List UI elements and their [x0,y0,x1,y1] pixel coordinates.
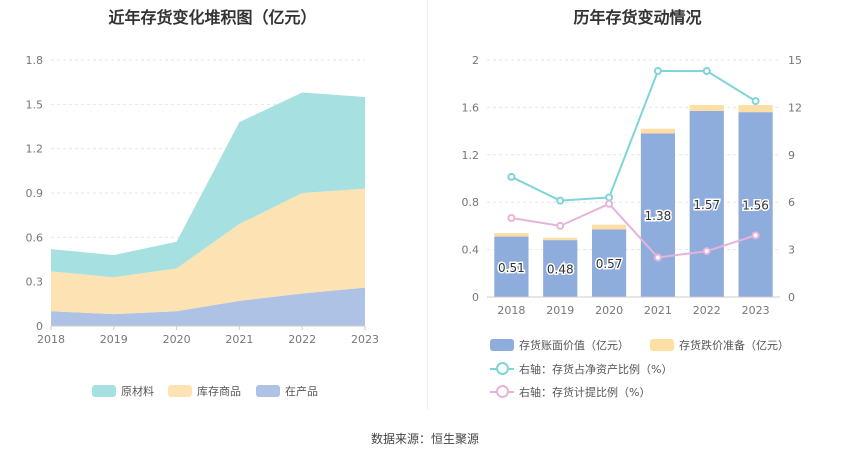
bar-book-value [543,240,578,297]
line-inventory-ratio [510,70,757,202]
left-y-tick-label: 1.2 [26,143,44,156]
bar-impairment [640,128,676,134]
left-x-tick-label: 2019 [100,333,128,346]
legend-item-book-value[interactable]: 存货账面价值（亿元） [490,337,629,353]
point-inventory-ratio [653,67,662,76]
left-y-tick-label: 0.6 [26,231,44,244]
area-wip [51,287,365,326]
left-x-tick-label: 2021 [225,333,253,346]
legend-label-finished-goods: 库存商品 [197,385,241,398]
left-x-tick-label: 2020 [163,333,191,346]
legend-item-raw-material[interactable]: 原材料 [92,383,154,399]
legend-swatch-book-value [490,339,514,351]
area-raw-material [51,92,365,278]
right-y2-tick-label: 15 [788,54,802,67]
bar-impairment [738,105,773,113]
right-y-tick-label: 0 [472,291,479,304]
right-y-tick-label: 1.2 [462,149,480,162]
left-y-tick-label: 0 [36,320,43,333]
legend-swatch-inventory-ratio [490,362,514,375]
left-x-tick-label: 2022 [288,333,316,346]
line-provision-ratio [511,202,756,259]
right-y2-tick-label: 6 [788,196,795,209]
left-y-tick-label: 0.9 [26,187,44,200]
point-provision-ratio [507,214,516,222]
bar-data-label: 0.51 [498,261,525,275]
point-provision-ratio [605,199,614,208]
legend-swatch-impairment [650,339,674,351]
legend-label-book-value: 存货账面价值（亿元） [519,339,629,352]
bar-book-value [494,236,529,297]
legend-item-finished-goods[interactable]: 库存商品 [168,383,241,399]
left-y-tick-label: 1.5 [26,98,44,111]
right-y-tick-label: 0.8 [462,196,480,209]
bar-book-value [591,229,627,297]
right-y-tick-label: 1.6 [462,101,480,114]
legend-item-inventory-ratio[interactable]: 右轴：存货占净资产比例（%） [490,361,672,377]
left-y-tick-label: 1.8 [26,54,44,67]
right-y-tick-label: 2 [472,54,479,67]
bar-book-value [738,112,773,297]
bar-data-label: 1.38 [645,209,672,223]
legend-item-impairment[interactable]: 存货跌价准备（亿元） [650,337,789,353]
right-x-tick-label: 2022 [693,304,721,317]
bar-data-label: 1.57 [693,198,720,212]
legend-label-raw-material: 原材料 [121,385,154,398]
legend-label-provision-ratio: 右轴：存货计提比例（%） [519,386,651,399]
point-inventory-ratio [556,196,565,205]
bar-impairment [591,224,627,230]
legend-swatch-raw-material [92,385,116,397]
point-provision-ratio [702,247,711,256]
legend-item-provision-ratio[interactable]: 右轴：存货计提比例（%） [490,384,650,400]
point-inventory-ratio [605,193,614,202]
right-y2-tick-label: 0 [788,291,795,304]
legend-swatch-provision-ratio [490,385,514,398]
legend-item-wip[interactable]: 在产品 [256,383,318,399]
right-y2-tick-label: 9 [788,149,795,162]
right-x-tick-label: 2018 [497,304,525,317]
bar-book-value [689,110,724,297]
legend-swatch-finished-goods [168,385,192,397]
right-x-tick-label: 2019 [546,304,574,317]
legend-swatch-wip [256,385,280,397]
left-x-tick-label: 2018 [37,333,65,346]
point-provision-ratio [556,221,565,230]
point-inventory-ratio [702,67,711,76]
bar-data-label: 0.57 [596,257,623,271]
bar-impairment [543,237,578,241]
legend-label-impairment: 存货跌价准备（亿元） [679,339,789,352]
bar-book-value [640,133,676,297]
point-inventory-ratio [751,97,760,106]
legend-label-inventory-ratio: 右轴：存货占净资产比例（%） [519,363,673,376]
point-provision-ratio [653,253,662,262]
bar-impairment [494,233,529,237]
right-y-tick-label: 0.4 [462,244,480,257]
point-provision-ratio [751,231,760,240]
point-inventory-ratio [507,172,516,181]
left-x-tick-label: 2023 [351,333,379,346]
left-y-tick-label: 0.3 [26,276,44,289]
panel-divider [427,0,428,410]
data-source-note: 数据来源：恒生聚源 [370,432,479,446]
legend-label-wip: 在产品 [285,385,318,398]
right-x-tick-label: 2021 [644,304,672,317]
bar-impairment [689,105,724,111]
area-finished-goods [51,188,365,315]
right-x-tick-label: 2023 [742,304,770,317]
bar-data-label: 1.56 [742,199,769,213]
bar-data-label: 0.48 [547,263,574,277]
right-y2-tick-label: 12 [788,101,802,114]
right-chart-title: 历年存货变动情况 [573,8,702,27]
left-chart-title: 近年存货变化堆积图（亿元） [108,8,317,27]
right-x-tick-label: 2020 [595,304,623,317]
right-y2-tick-label: 3 [788,244,795,257]
